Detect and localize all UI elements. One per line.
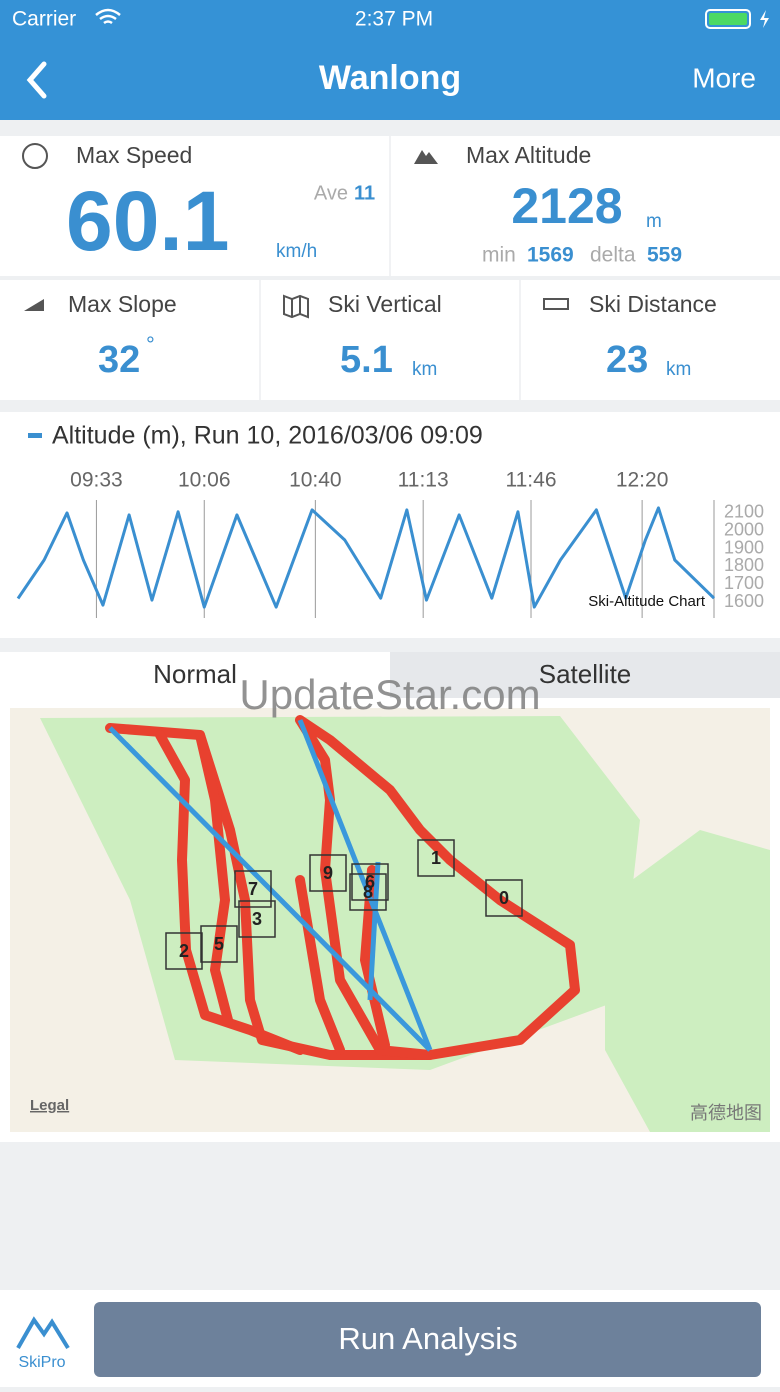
park-area [605, 830, 770, 1132]
stat-value: 23 [606, 339, 648, 381]
stat-unit: km [666, 359, 691, 380]
watermark: UpdateStar.com [239, 671, 540, 718]
stat-unit: km [412, 359, 437, 380]
x-tick-label: 11:46 [506, 469, 557, 492]
more-button[interactable]: More [692, 62, 756, 93]
marker-box [417, 839, 455, 877]
y-tick-label: 2100 [724, 502, 764, 522]
marker-box [234, 870, 272, 908]
stat-value: 559 [647, 244, 682, 267]
stat-unit: m [646, 211, 662, 232]
marker-box [165, 932, 203, 970]
x-tick-label: 09:33 [70, 469, 123, 492]
ski-tracks [105, 715, 580, 1060]
x-tick-label: 12:20 [616, 469, 669, 492]
marker-label: 9 [323, 863, 333, 883]
normal-tab[interactable]: Normal [153, 659, 237, 689]
y-tick-label: 1700 [724, 573, 764, 593]
carrier: Carrier [12, 8, 76, 31]
x-tick-label: 10:06 [178, 469, 231, 492]
altitude-icon [414, 150, 438, 164]
marker-box [485, 879, 523, 917]
stat-label: Ave [314, 182, 348, 204]
stat-label: min [482, 244, 516, 267]
stat-value: 5.1 [340, 339, 393, 381]
stat-value: 2128 [511, 178, 622, 234]
map-provider: 高德地图 [690, 1103, 762, 1123]
vertical-icon [283, 294, 309, 319]
slope-icon [24, 299, 44, 311]
lift [297, 719, 433, 1051]
track [295, 715, 580, 1060]
marker-label: 0 [499, 888, 509, 908]
lift [108, 726, 432, 1052]
legal-link[interactable]: Legal [30, 1097, 69, 1114]
marker-label: 8 [363, 882, 373, 902]
brand: SkiPro [18, 1354, 65, 1371]
track [295, 875, 345, 1055]
altitude-chart: Altitude (m), Run 10, 2016/03/06 09:09 09… [16, 422, 764, 618]
stat-value: 32 [98, 339, 140, 381]
stat-value: 11 [354, 182, 375, 204]
nav-title: Wanlong [319, 59, 461, 97]
marker-label: 6 [365, 872, 375, 892]
track [155, 730, 305, 1055]
stats-card [0, 280, 780, 400]
y-tick-label: 1900 [724, 537, 764, 557]
marker-box [351, 863, 389, 901]
marker-label: 1 [431, 848, 441, 868]
altitude-line [16, 506, 716, 609]
track [195, 730, 233, 1025]
lifts [108, 719, 433, 1052]
y-tick-label: 2000 [724, 520, 764, 540]
skipro-logo [16, 1316, 70, 1350]
x-tick-label: 11:13 [398, 469, 449, 492]
marker-label: 7 [248, 879, 258, 899]
header-bg [0, 0, 780, 120]
stat-value: 60.1 [66, 174, 230, 268]
stat-label: Ski Distance [589, 291, 717, 317]
battery-level [709, 13, 747, 25]
marker-box [200, 925, 238, 963]
y-tick-label: 1600 [724, 591, 764, 611]
stat-label: Max Slope [68, 291, 177, 317]
legend-label: Altitude (m), Run 10, 2016/03/06 09:09 [52, 422, 483, 450]
stat-label: Max Altitude [466, 142, 591, 168]
stat-value: 1569 [527, 244, 574, 267]
legend-swatch [28, 433, 42, 438]
stat-label: Max Speed [76, 142, 192, 168]
run-analysis-button[interactable] [94, 1302, 761, 1377]
marker-box [309, 854, 347, 892]
chart-annotation: Ski-Altitude Chart [588, 593, 706, 610]
stat-unit: ° [146, 332, 155, 357]
marker-label: 2 [179, 941, 189, 961]
marker-box [238, 900, 276, 938]
charging-icon [760, 10, 769, 28]
y-tick-label: 1800 [724, 555, 764, 575]
distance-icon [543, 298, 569, 310]
stat-unit: km/h [276, 241, 317, 262]
marker-label: 3 [252, 909, 262, 929]
lift [367, 861, 381, 1001]
satellite-tab[interactable] [390, 652, 780, 698]
stat-label: delta [590, 244, 636, 267]
marker-box [349, 873, 387, 911]
back-button[interactable] [26, 61, 47, 99]
clock: 2:37 PM [355, 8, 433, 31]
satellite-tab-label[interactable]: Satellite [539, 659, 632, 689]
speed-icon [22, 143, 48, 169]
x-tick-label: 10:40 [289, 469, 342, 492]
run-analysis-label[interactable]: Run Analysis [338, 1321, 517, 1356]
marker-boxes [165, 839, 523, 970]
marker-label: 5 [214, 934, 224, 954]
battery [705, 9, 751, 29]
stat-label: Ski Vertical [328, 291, 442, 317]
wifi-icon [95, 8, 121, 25]
